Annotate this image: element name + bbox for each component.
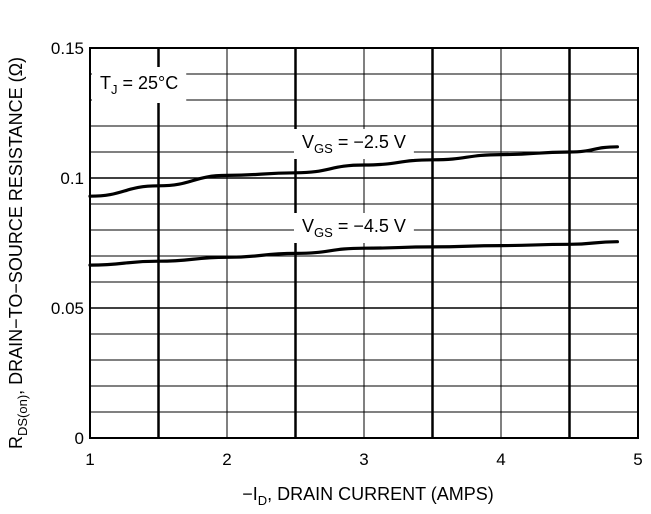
annotation-text: TJ = 25°C [100, 73, 178, 97]
x-tick-labels: 1 2 3 4 5 [85, 450, 642, 469]
y-axis-label-prefix: R [6, 436, 26, 449]
series-label-bg-vgs-2-5 [294, 129, 414, 159]
series-label-vgs-4-5: VGS = −4.5 V [302, 216, 406, 240]
y-tick-labels: 0 0.05 0.1 0.15 [51, 39, 84, 448]
x-tick-label: 4 [496, 450, 505, 469]
x-axis-label: −ID, DRAIN CURRENT (AMPS) [242, 484, 494, 508]
series-label-vgs-2-5: VGS = −2.5 V [302, 132, 406, 156]
x-tick-label: 5 [633, 450, 642, 469]
series-line-1 [88, 240, 619, 267]
x-axis-label-prefix: −I [242, 484, 258, 504]
y-tick-label: 0 [75, 429, 84, 448]
y-tick-label: 0.15 [51, 39, 84, 58]
y-tick-label: 0.05 [51, 299, 84, 318]
series-labels: VGS = −2.5 V VGS = −4.5 V [294, 129, 414, 243]
plot-frame [89, 47, 639, 439]
annotation-prefix: T [100, 73, 111, 93]
y-axis-label: RDS(on), DRAIN−TO−SOURCE RESISTANCE (Ω) [6, 57, 30, 449]
series-label-bg-vgs-4-5 [294, 213, 414, 243]
series-label-suffix: = −4.5 V [333, 216, 406, 236]
curves [88, 145, 619, 267]
series-line-0 [88, 145, 619, 198]
annotation-subscript: J [111, 82, 118, 97]
x-tick-label: 1 [85, 450, 94, 469]
series-label-prefix: V [302, 216, 314, 236]
x-axis-label-suffix: , DRAIN CURRENT (AMPS) [267, 484, 494, 504]
annotation-suffix: = 25°C [118, 73, 179, 93]
x-tick-label: 2 [222, 450, 231, 469]
y-axis-label-suffix: , DRAIN−TO−SOURCE RESISTANCE (Ω) [6, 57, 26, 395]
annotation-background [92, 67, 187, 103]
series-label-suffix: = −2.5 V [333, 132, 406, 152]
y-tick-label: 0.1 [60, 169, 84, 188]
x-axis-label-subscript: D [258, 493, 267, 508]
tj-annotation: TJ = 25°C [92, 67, 187, 103]
x-tick-label: 3 [359, 450, 368, 469]
series-label-subscript: GS [314, 141, 333, 156]
series-label-prefix: V [302, 132, 314, 152]
series-label-subscript: GS [314, 225, 333, 240]
y-axis-label-subscript: DS(on) [15, 395, 30, 436]
